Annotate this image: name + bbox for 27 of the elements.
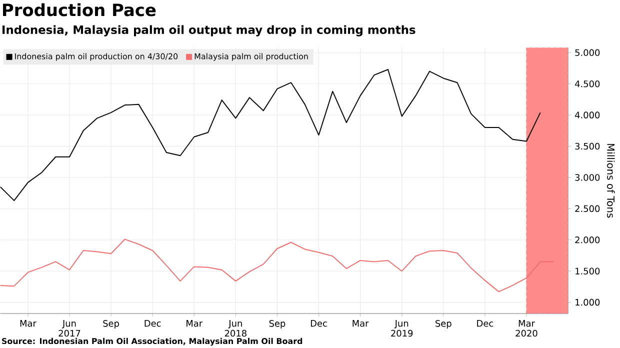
x-tick-label: Mar bbox=[186, 320, 203, 327]
x-tick-label: Mar bbox=[20, 320, 36, 327]
y-tick-label: 3.500 bbox=[575, 142, 600, 150]
chart-title: Production Pace bbox=[3, 3, 156, 16]
x-tick-label: Sep bbox=[103, 320, 119, 329]
x-tick-label: Sep bbox=[436, 320, 452, 329]
x-tick-label: Jun 2017 bbox=[58, 320, 80, 337]
y-tick-label: 2.500 bbox=[575, 205, 600, 212]
y-tick-label: 3.000 bbox=[575, 174, 600, 181]
x-tick-label: Jun 2019 bbox=[391, 320, 413, 337]
y-tick-label: 1.000 bbox=[576, 298, 600, 306]
y-tick-label: 4.000 bbox=[574, 112, 600, 118]
x-tick-label: Jun 2018 bbox=[224, 320, 246, 337]
x-tick-label: Dec bbox=[144, 320, 161, 327]
line-series bbox=[0, 69, 541, 202]
chart-subtitle: Indonesia, Malaysia palm oil output may drop in coming months bbox=[2, 25, 416, 36]
x-tick-label: Dec bbox=[477, 320, 494, 327]
y-tick-label: 5.000 bbox=[575, 49, 600, 56]
x-tick-label: Mar bbox=[352, 320, 369, 327]
y-axis-title: Millions of Tons bbox=[607, 144, 615, 218]
y-tick-label: 4.500 bbox=[574, 80, 600, 88]
x-tick-label: Mar 2020 bbox=[516, 320, 538, 337]
line-series bbox=[0, 238, 555, 292]
x-tick-label: Sep bbox=[269, 320, 286, 329]
y-tick-label: 1.500 bbox=[576, 268, 600, 275]
y-tick-label: 2.000 bbox=[575, 236, 600, 244]
x-tick-label: Dec bbox=[310, 320, 327, 327]
